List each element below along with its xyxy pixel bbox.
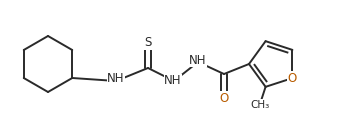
Text: NH: NH: [189, 53, 207, 67]
Text: S: S: [144, 36, 152, 50]
Text: NH: NH: [107, 72, 125, 86]
Text: NH: NH: [164, 75, 182, 87]
Text: O: O: [219, 92, 228, 104]
Text: CH₃: CH₃: [250, 100, 269, 110]
Text: O: O: [288, 72, 297, 85]
